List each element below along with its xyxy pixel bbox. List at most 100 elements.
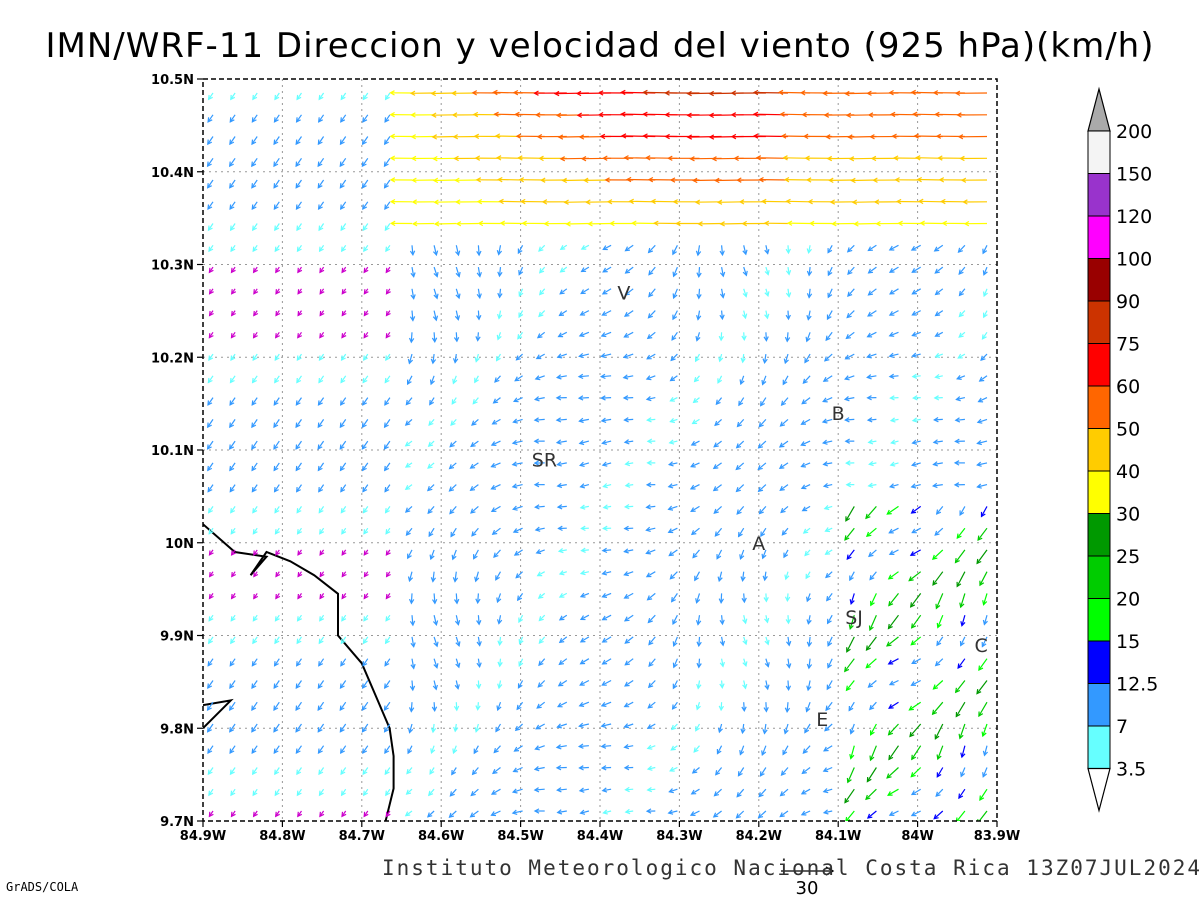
wind-arrow-head — [318, 638, 324, 645]
wind-arrow-head — [297, 267, 303, 274]
wind-arrow — [602, 549, 612, 552]
wind-arrow — [499, 636, 502, 645]
wind-arrow-head — [805, 177, 812, 183]
wind-arrow-head — [779, 421, 786, 427]
wind-arrow — [433, 593, 436, 604]
wind-arrow — [625, 505, 634, 508]
wind-arrow-head — [251, 204, 257, 211]
wind-arrow — [513, 397, 523, 402]
wind-arrow — [668, 484, 678, 488]
wind-arrow — [867, 810, 877, 819]
wind-arrow-head — [714, 420, 720, 427]
colorbar-segment — [1087, 385, 1111, 429]
wind-arrow — [698, 288, 701, 299]
wind-arrow-head — [764, 270, 770, 276]
wind-arrow-head — [708, 112, 714, 119]
wind-arrow-head — [533, 766, 540, 772]
wind-arrow-head — [384, 225, 390, 232]
wind-arrow-head — [782, 155, 788, 161]
wind-arrow — [317, 462, 325, 471]
wind-arrow-head — [646, 595, 653, 601]
wind-arrow-head — [650, 198, 656, 205]
wind-arrow-head — [932, 461, 938, 467]
wind-arrow-head — [976, 558, 982, 565]
wind-arrow — [517, 593, 524, 601]
wind-arrow — [362, 114, 369, 123]
wind-arrow-head — [931, 554, 938, 561]
colorbar-label: 100 — [1116, 249, 1152, 271]
wind-arrow-head — [870, 600, 875, 607]
wind-arrow-head — [490, 811, 497, 817]
wind-arrow — [601, 331, 612, 337]
x-tick-label: 84.6W — [418, 829, 464, 844]
wind-arrow-head — [867, 439, 874, 445]
wind-arrow-head — [451, 769, 456, 776]
wind-arrow — [743, 615, 747, 624]
wind-arrow-head — [558, 311, 565, 317]
wind-arrow — [274, 658, 280, 667]
wind-arrow-head — [960, 621, 966, 627]
wind-arrow-head — [800, 441, 806, 447]
wind-arrow — [558, 549, 567, 552]
wind-arrow — [868, 549, 877, 557]
wind-arrow-head — [430, 358, 437, 365]
wind-arrow-head — [845, 516, 851, 522]
wind-arrow-head — [623, 744, 630, 750]
wind-arrow — [961, 745, 966, 758]
wind-arrow-head — [515, 355, 521, 361]
wind-arrow-head — [935, 603, 941, 610]
colorbar-segment — [1087, 513, 1111, 557]
wind-arrow — [889, 810, 899, 816]
wind-arrow — [580, 636, 590, 643]
wind-arrow-head — [319, 333, 325, 339]
wind-arrow — [869, 571, 877, 580]
wind-arrow-head — [602, 245, 608, 251]
wind-arrow-head — [492, 768, 498, 775]
coastline-segment — [203, 523, 395, 821]
wind-arrow-head — [826, 618, 832, 625]
wind-arrow — [741, 723, 745, 733]
wind-arrow-head — [295, 183, 301, 189]
wind-arrow-head — [671, 704, 677, 710]
wind-arrow-head — [253, 289, 259, 295]
wind-arrow-head — [912, 395, 918, 401]
wind-arrow-head — [668, 439, 675, 445]
wind-arrow-head — [230, 790, 236, 797]
wind-arrow — [690, 505, 700, 512]
wind-arrow — [624, 418, 634, 421]
wind-arrow — [318, 745, 325, 754]
wind-arrow-head — [865, 645, 871, 652]
wind-arrow-head — [319, 572, 325, 578]
wind-arrow-head — [229, 400, 235, 406]
wind-arrow-head — [887, 659, 894, 665]
map-title: IMN/WRF-11 Direccion y velocidad del vie… — [45, 26, 1155, 66]
wind-arrow — [539, 266, 546, 274]
wind-arrow — [624, 549, 634, 553]
wind-arrow-head — [667, 809, 674, 815]
wind-arrow — [867, 353, 877, 358]
wind-arrow-head — [363, 333, 369, 339]
wind-arrow-head — [469, 486, 476, 492]
wind-arrow-head — [363, 811, 369, 818]
wind-arrow — [229, 680, 236, 689]
wind-arrow — [935, 353, 944, 358]
wind-arrow-head — [785, 269, 792, 276]
wind-arrow — [362, 92, 369, 100]
wind-arrow — [340, 136, 347, 145]
wind-arrow-head — [623, 571, 629, 577]
wind-arrow-head — [693, 376, 700, 383]
wind-arrow-head — [762, 575, 768, 582]
wind-arrow-head — [230, 811, 236, 818]
wind-arrow-head — [452, 748, 458, 755]
wind-arrow-head — [317, 400, 323, 406]
wind-arrow-head — [473, 554, 478, 560]
wind-arrow — [496, 353, 502, 361]
wind-arrow-head — [785, 292, 792, 298]
wind-arrow — [384, 680, 391, 689]
wind-arrow — [721, 615, 724, 625]
wind-arrow-head — [910, 772, 916, 778]
wind-arrow — [847, 266, 855, 275]
wind-arrow-head — [844, 90, 850, 97]
wind-arrow-head — [558, 637, 565, 644]
wind-arrow-head — [475, 336, 481, 342]
